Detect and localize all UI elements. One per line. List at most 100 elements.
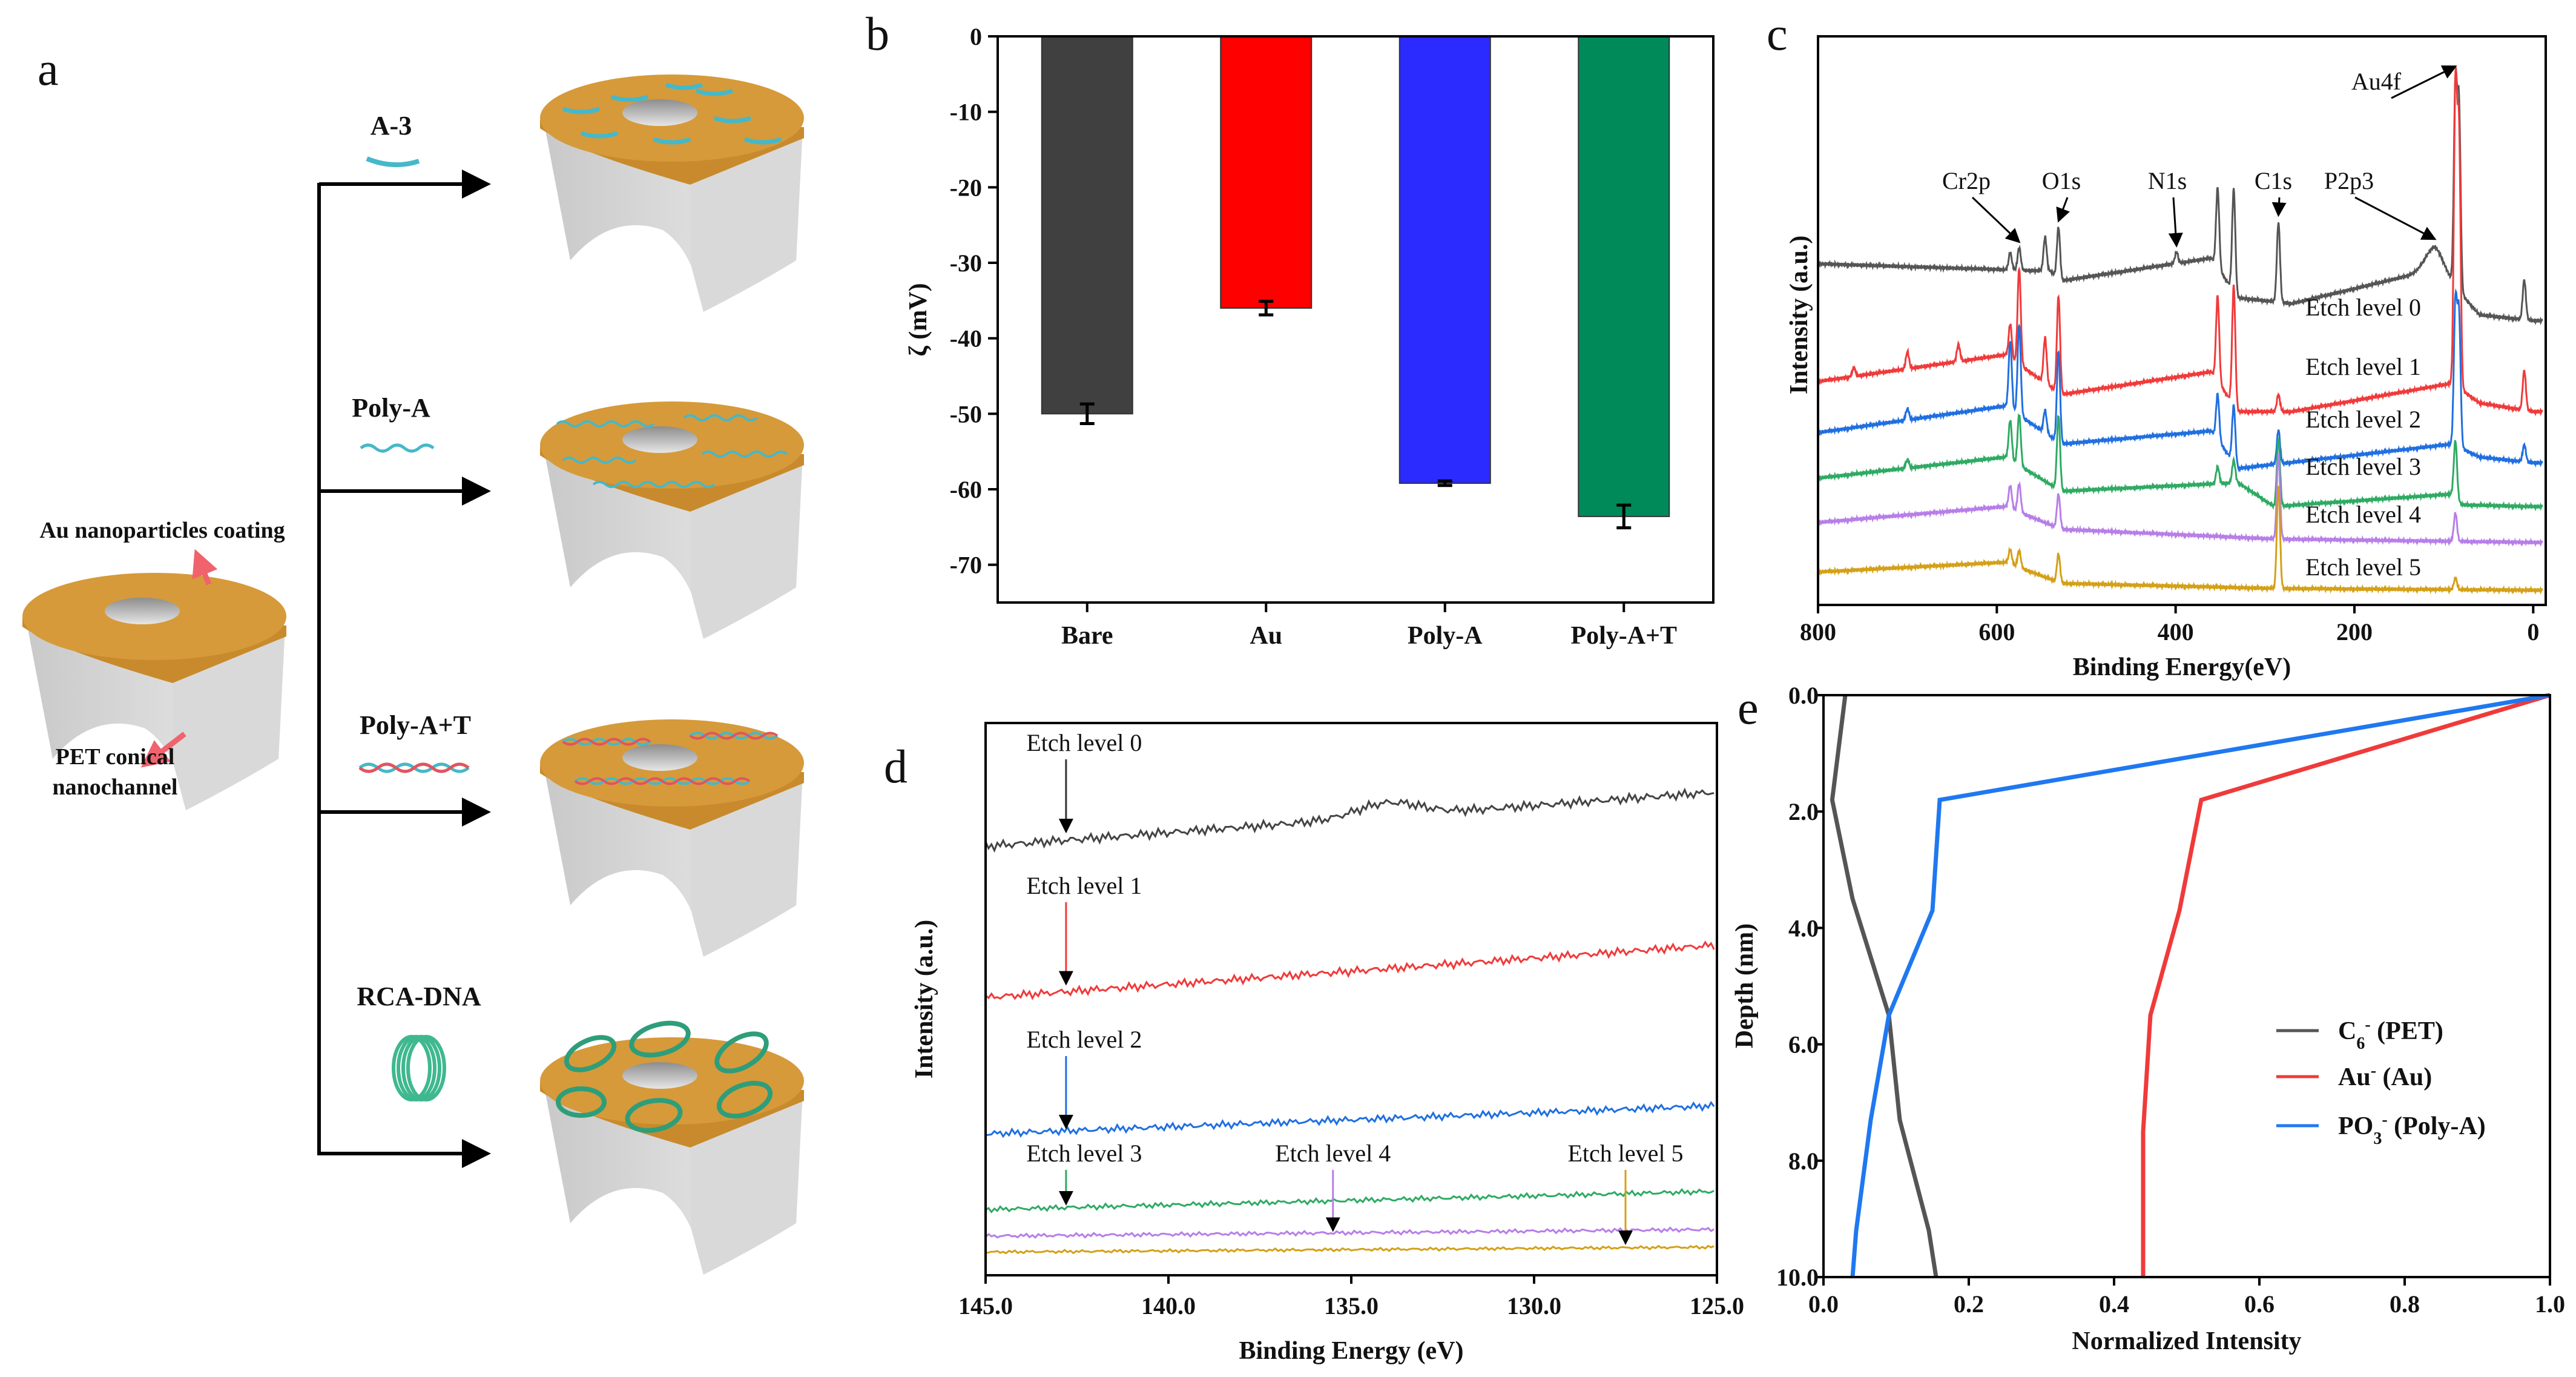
series-label: Etch level 3 [2305, 453, 2421, 480]
x-tick-label: Poly-A [1408, 622, 1483, 650]
spectrum-etch-level-3 [1817, 413, 2543, 512]
y-tick-label: -70 [950, 552, 982, 579]
x-tick-label: 145.0 [958, 1292, 1013, 1319]
chart-c-ylabel: Intensity (a.u.) [1785, 236, 1813, 395]
y-tick-label: -10 [950, 99, 982, 126]
peak-arrow [1971, 196, 2021, 243]
y-tick-label: 4.0 [1788, 914, 1819, 942]
chart-d-frame [984, 722, 1718, 1276]
bar-poly-a-t [1578, 36, 1670, 517]
peak-label-p2p3: P2p3 [2324, 167, 2374, 194]
channel-a3-illustration [540, 74, 804, 312]
etch-level-label: Etch level 5 [1567, 1140, 1683, 1167]
panel-label-a: a [38, 42, 59, 95]
y-tick-label: -30 [950, 249, 982, 277]
base-nanochannel-illustration [22, 549, 286, 810]
a3-strand-icon [366, 156, 420, 168]
channel-poly-a-t-illustration [540, 719, 804, 957]
peak-label-o1s: O1s [2042, 167, 2081, 194]
spectrum-etch-level-4 [1817, 453, 2543, 547]
series-label: Etch level 0 [2305, 294, 2421, 321]
panel-label-b: b [866, 7, 889, 60]
x-tick-label: 1.0 [2535, 1290, 2565, 1318]
x-tick-label: 800 [1800, 618, 1836, 646]
y-tick-label: -40 [950, 325, 982, 352]
etch-level-label: Etch level 0 [1026, 729, 1142, 756]
panel-label-c: c [1767, 7, 1788, 60]
spectrum-etch-level-1 [985, 940, 1715, 1000]
error-bar [1616, 503, 1632, 530]
y-tick-label: 6.0 [1788, 1031, 1819, 1058]
peak-arrow [2271, 197, 2287, 217]
x-tick-label: 135.0 [1324, 1292, 1379, 1319]
spectrum-etch-level-5 [985, 1244, 1715, 1255]
y-tick-label: 8.0 [1788, 1148, 1819, 1175]
series-label: Etch level 4 [2305, 501, 2421, 528]
plots-layer: Bare Au Poly-A Poly-A+T 0 -10 -20 -30 -40 -50 -60 -… [950, 23, 2565, 1319]
branch-arrows [317, 170, 491, 1168]
etch-level-label: Etch level 2 [1026, 1026, 1142, 1053]
x-tick-label: 125.0 [1690, 1292, 1744, 1319]
y-tick-label: 0.0 [1788, 682, 1819, 709]
chart-e-frame [1822, 694, 2551, 1278]
y-tick-label: -20 [950, 174, 982, 201]
peak-arrow [2391, 65, 2457, 99]
channel-rca-dna-illustration [540, 1020, 804, 1275]
x-tick-label: 0.2 [1954, 1290, 1984, 1318]
x-tick-label: Au [1250, 622, 1282, 650]
spectrum-etch-level-0 [984, 787, 1715, 853]
bar-bare [1041, 36, 1133, 415]
x-tick-label: 0 [2527, 618, 2539, 646]
y-tick-label: 0 [970, 23, 982, 50]
legend-item: Au- (Au) [2276, 1062, 2432, 1092]
error-bar [1437, 479, 1452, 487]
legend-item: PO3- (Poly-A) [2276, 1111, 2486, 1148]
branch-label-rca-dna: RCA-DNA [357, 982, 481, 1011]
peak-arrow [2168, 197, 2183, 248]
branch-label-poly-a: Poly-A [352, 393, 430, 423]
series-label: Etch level 2 [2305, 406, 2421, 433]
x-tick-label: 0.6 [2244, 1290, 2275, 1318]
chart-d-xlabel: Binding Energy (eV) [1239, 1337, 1463, 1365]
spectrum-etch-level-1 [1817, 67, 2543, 417]
etch-level-label: Etch level 4 [1275, 1140, 1391, 1167]
profile-po [1850, 693, 2551, 1278]
peak-label-au4f: Au4f [2351, 68, 2402, 95]
coating-label: Au nanoparticles coating [39, 518, 285, 543]
profile-au [2141, 693, 2551, 1277]
y-tick-label: -50 [950, 400, 982, 428]
spectrum-etch-level-2 [985, 1100, 1715, 1138]
chart-d-ylabel: Intensity (a.u.) [911, 920, 938, 1079]
x-tick-label: 600 [1978, 618, 2015, 646]
profile-c [1830, 695, 1939, 1278]
poly-a-strand-icon [360, 443, 435, 453]
chart-e-ylabel: Depth (nm) [1731, 923, 1759, 1049]
chart-b-frame [996, 35, 1715, 604]
bar-poly-a [1398, 36, 1491, 484]
chart-c-xlabel: Binding Energy(eV) [2073, 653, 2291, 681]
x-tick-label: Bare [1061, 622, 1113, 650]
panel-label-e: e [1738, 681, 1759, 734]
y-tick-label: -60 [950, 476, 982, 503]
error-bar [1259, 300, 1274, 317]
chart-c-frame [1817, 35, 2547, 606]
peak-arrow [2354, 196, 2437, 240]
spectrum-etch-level-2 [1817, 288, 2543, 473]
spectrum-etch-level-4 [984, 1226, 1715, 1239]
x-tick-label: 130.0 [1507, 1292, 1561, 1319]
channel-pointer-arrow [140, 731, 186, 768]
legend-label: PO3- (Poly-A) [2338, 1111, 2486, 1148]
x-tick-label: 0.4 [2099, 1290, 2129, 1318]
branch-label-poly-a-t: Poly-A+T [360, 710, 471, 740]
channel-label-line2: nanochannel [53, 774, 178, 800]
peak-arrow [2056, 197, 2070, 223]
error-bar [1079, 402, 1095, 426]
etch-level-label: Etch level 1 [1026, 872, 1142, 899]
series-label: Etch level 5 [2305, 553, 2421, 581]
legend-label: Au- (Au) [2338, 1062, 2432, 1092]
chart-b-ylabel: ζ (mV) [904, 283, 932, 356]
peak-label-cr2p: Cr2p [1942, 167, 1991, 194]
x-tick-label: 400 [2158, 618, 2194, 646]
rca-dna-coil-icon [392, 1035, 446, 1101]
